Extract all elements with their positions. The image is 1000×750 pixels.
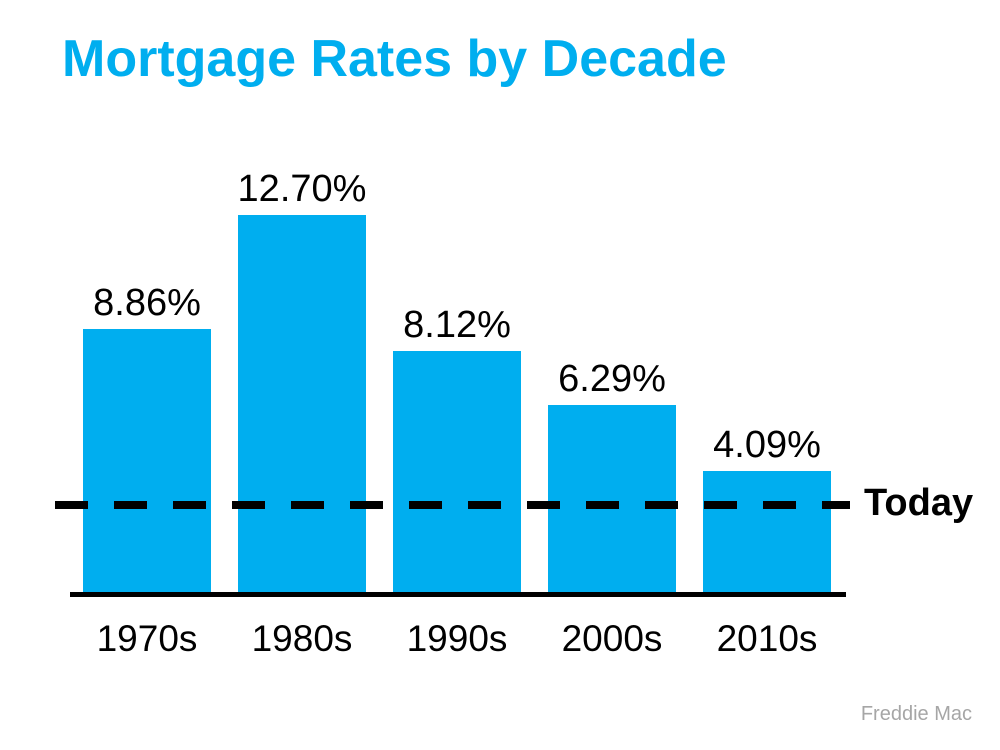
bar-2000s xyxy=(548,405,676,592)
chart-title: Mortgage Rates by Decade xyxy=(62,30,727,88)
bar-1990s xyxy=(393,351,521,592)
bar-value-label: 8.86% xyxy=(93,282,201,324)
bar-1970s xyxy=(83,329,211,592)
x-axis-tick-label: 2010s xyxy=(716,618,818,659)
today-reference-line xyxy=(55,501,850,509)
x-axis-line xyxy=(70,592,846,597)
bar-2010s xyxy=(703,471,831,592)
bar-value-label: 6.29% xyxy=(558,358,666,400)
bar-value-label: 8.12% xyxy=(403,304,511,346)
today-label: Today xyxy=(864,482,974,524)
bar-value-label: 4.09% xyxy=(713,424,821,466)
x-axis-tick-label: 2000s xyxy=(561,618,663,659)
x-axis-tick-label: 1990s xyxy=(406,618,508,659)
x-axis-tick-label: 1980s xyxy=(251,618,353,659)
source-label: Freddie Mac xyxy=(860,703,972,725)
bar-1980s xyxy=(238,215,366,592)
bar-value-label: 12.70% xyxy=(237,168,367,210)
x-axis-tick-label: 1970s xyxy=(96,618,198,659)
